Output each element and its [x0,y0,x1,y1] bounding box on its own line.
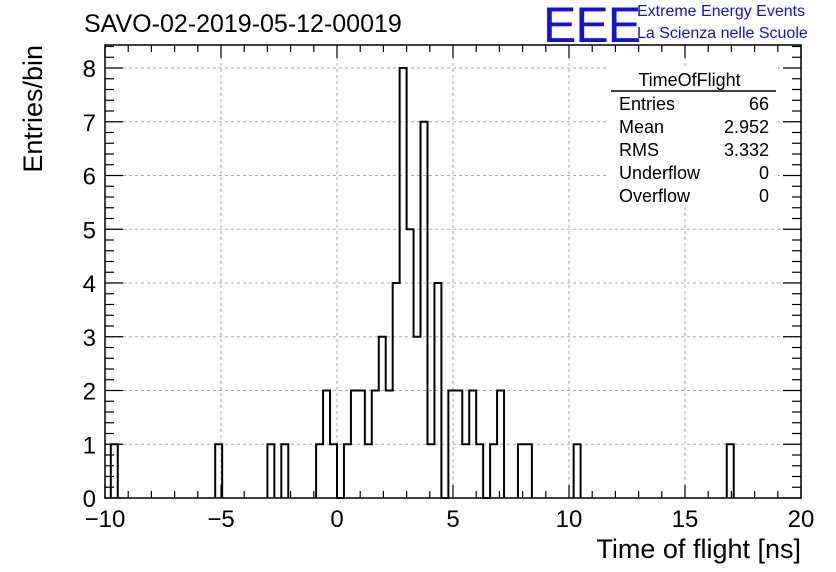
histogram-bin [725,443,735,498]
histogram-bin [516,443,533,498]
grid-lines [105,45,801,498]
histogram-bin [572,443,582,498]
stats-value-underflow: 0 [759,163,769,183]
stats-box-background [609,66,778,208]
x-tick-label: 0 [330,506,343,533]
stats-box-title: TimeOfFlight [638,70,740,90]
y-tick-label: 1 [83,432,96,459]
y-tick-label: 3 [83,325,96,352]
y-tick-label: 7 [83,110,96,137]
y-axis-label: Entries/bin [18,45,48,173]
logo-subtitle-line1: Extreme Energy Events [637,3,806,20]
stats-value-mean: 2.952 [724,117,769,137]
histogram-bin [214,443,224,498]
y-tick-label: 6 [83,164,96,191]
y-tick-label: 0 [83,486,96,513]
histogram-bin [109,443,119,498]
logo-subtitle-line2: La Scienza nelle Scuole [637,25,808,42]
histogram-bin [266,443,276,498]
y-tick-label: 5 [83,217,96,244]
x-tick-label: 10 [556,506,583,533]
x-tick-label: −10 [85,506,126,533]
stats-label-entries: Entries [619,94,675,114]
histogram-bin [315,67,506,499]
stats-box: TimeOfFlight Entries 66 Mean 2.952 RMS 3… [609,66,778,208]
stats-label-overflow: Overflow [619,186,691,206]
stats-value-overflow: 0 [759,186,769,206]
histogram-bins [109,67,735,499]
y-tick-label: 8 [83,56,96,83]
stats-label-rms: RMS [619,140,659,160]
x-tick-label: 5 [446,506,459,533]
stats-value-rms: 3.332 [724,140,769,160]
x-tick-label: 15 [672,506,699,533]
y-tick-label: 2 [83,379,96,406]
axis-tick-labels: −10 −5 0 5 10 15 20 0 1 2 3 4 5 6 7 8 [83,56,815,533]
histogram-bin [280,443,290,498]
axis-ticks [104,45,802,499]
x-axis-label: Time of flight [ns] [596,534,801,564]
stats-label-underflow: Underflow [619,163,701,183]
x-tick-label: 20 [788,506,815,533]
y-tick-label: 4 [83,271,96,298]
stats-value-entries: 66 [749,94,769,114]
eee-logo: EEE [543,0,641,53]
stats-label-mean: Mean [619,117,664,137]
chart-title: SAVO-02-2019-05-12-00019 [84,10,402,38]
x-tick-label: −5 [207,506,234,533]
